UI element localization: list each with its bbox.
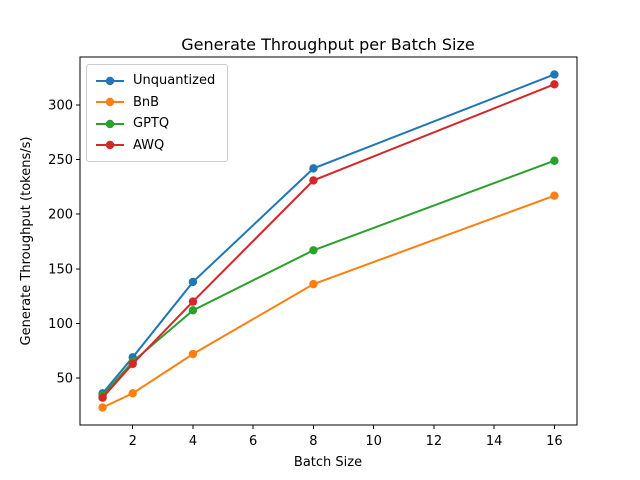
data-point-gptq-x8 (309, 246, 318, 255)
x-tick-label: 4 (189, 434, 197, 449)
legend-item-awq: AWQ (95, 135, 215, 157)
x-tick-label: 16 (546, 434, 563, 449)
y-tick-label: 50 (56, 372, 73, 387)
data-point-awq-x8 (309, 176, 318, 185)
x-tick-label: 8 (309, 434, 317, 449)
data-point-bnb-x8 (309, 279, 318, 289)
data-point-awq-x16 (550, 80, 559, 89)
x-tick-label: 2 (129, 434, 137, 449)
legend-line-marker-icon (96, 76, 124, 85)
x-tick-label: 6 (249, 434, 257, 449)
y-tick-label: 200 (48, 208, 73, 223)
y-axis-label: Generate Throughput (tokens/s) (19, 137, 34, 346)
x-axis-label: Batch Size (294, 455, 362, 470)
legend-item-unquantized: Unquantized (95, 70, 215, 92)
y-tick-label: 150 (48, 262, 73, 277)
legend-item-gptq: GPTQ (95, 113, 215, 135)
data-point-gptq-x4 (188, 306, 198, 315)
data-point-awq-x2 (128, 359, 137, 369)
legend-label: Unquantized (133, 73, 216, 89)
chart-title: Generate Throughput per Batch Size (181, 35, 474, 54)
data-point-bnb-x2 (128, 389, 137, 398)
data-point-unquantized-x4 (188, 277, 198, 287)
x-tick-label: 12 (426, 434, 443, 449)
legend-item-bnb: BnB (95, 92, 215, 114)
legend-line-marker-icon (96, 119, 124, 128)
legend-label: GPTQ (133, 116, 170, 132)
data-point-unquantized-x8 (309, 164, 318, 173)
legend: Unquantized BnB GPTQ AWQ (86, 64, 229, 162)
data-point-awq-x1 (98, 393, 107, 402)
y-tick-label: 100 (48, 317, 73, 332)
data-point-bnb-x16 (550, 191, 559, 200)
data-point-bnb-x1 (98, 403, 107, 412)
data-point-awq-x4 (188, 297, 198, 306)
legend-line-marker-icon (96, 141, 124, 150)
legend-label: BnB (133, 94, 160, 110)
data-point-unquantized-x16 (550, 70, 559, 79)
legend-line-marker-icon (96, 98, 124, 107)
y-tick-label: 250 (48, 153, 73, 168)
x-tick-label: 10 (365, 434, 382, 449)
data-point-bnb-x4 (188, 349, 198, 359)
x-tick-label: 14 (486, 434, 503, 449)
legend-label: AWQ (133, 137, 165, 153)
data-point-gptq-x16 (550, 156, 559, 165)
y-tick-label: 300 (48, 99, 73, 114)
